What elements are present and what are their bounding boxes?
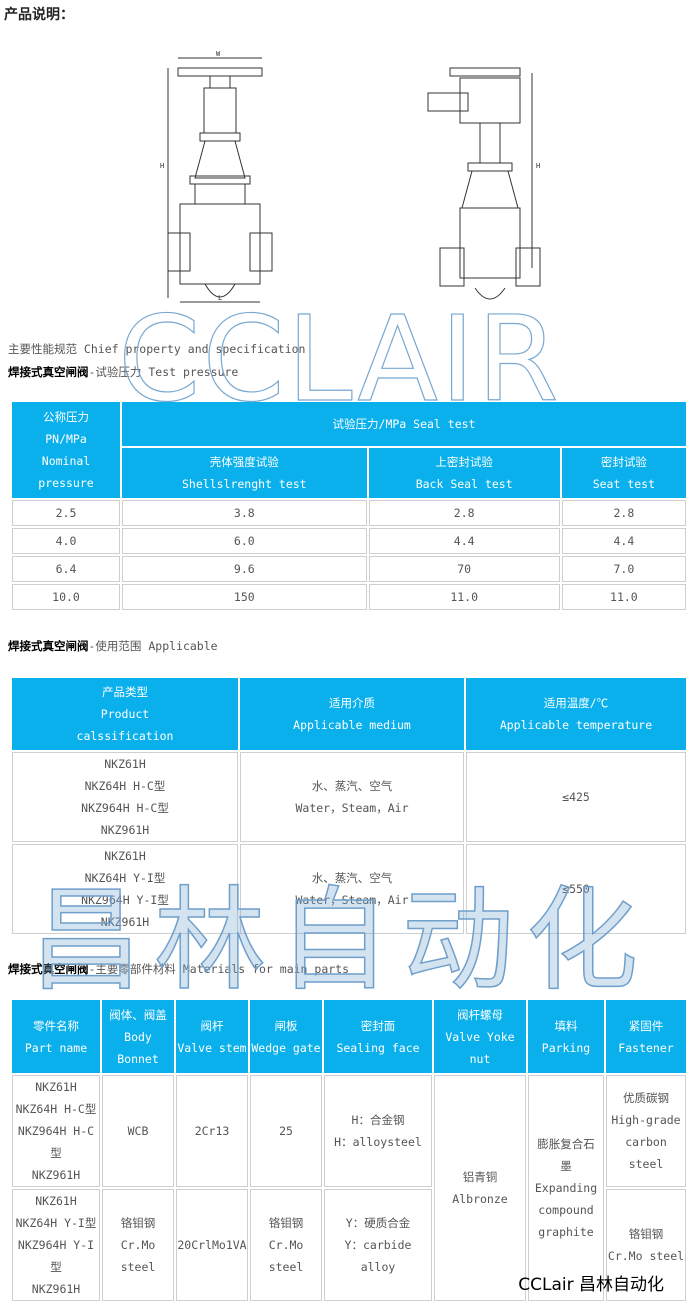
temperature-header: 适用温度/℃ Applicable temperature xyxy=(466,678,686,750)
test-pressure-table: 公称压力 PN/MPa Nominal pressure 试验压力/MPa Seal … xyxy=(10,400,688,612)
materials-table: 零件名称 Part name 阀体、阀盖 Body Bonnet 阀杆 Valve stem… xyxy=(10,998,688,1303)
yoke-nut-cell: 铝青铜 Albronze xyxy=(434,1075,526,1301)
page-title: 产品说明： xyxy=(4,7,74,23)
table-row: 4.0 6.0 4.4 4.4 xyxy=(12,528,686,554)
back-seal-header: 上密封试验 Back Seal test xyxy=(368,448,560,498)
medium-cell: 水、蒸汽、空气 Water，Steam，Air xyxy=(240,844,464,934)
svg-text:W: W xyxy=(216,50,221,58)
materials-header: 阀体、阀盖 Body Bonnet xyxy=(102,1000,174,1073)
table-row: NKZ61H NKZ64H H-C型 NKZ964H H-C 型 NKZ961H WCB… xyxy=(12,1075,686,1301)
table-row: 6.4 9.6 70 7.0 xyxy=(12,556,686,582)
materials-header: 零件名称 Part name xyxy=(12,1000,100,1073)
table-cell: 7.0 xyxy=(561,556,686,582)
stem-cell: 2Cr13 xyxy=(176,1075,248,1187)
section-materials: 焊接式真空闸阀-主要零部件材料 Materials for main parts xyxy=(8,962,350,976)
materials-header: 阀杆 Valve stem xyxy=(176,1000,248,1073)
table-cell: 4.4 xyxy=(561,528,686,554)
spec-heading: 主要性能规范 Chief property and specification xyxy=(8,342,306,356)
svg-text:L: L xyxy=(218,294,222,302)
section-test-pressure: 焊接式真空闸阀-试验压力 Test pressure xyxy=(8,365,239,379)
svg-text:H: H xyxy=(160,162,164,170)
table-cell: 70 xyxy=(368,556,560,582)
packing-cell: 膨胀复合石墨 Expanding compound graphite xyxy=(528,1075,604,1301)
table-cell: 11.0 xyxy=(368,584,560,610)
gate-cell: 铬钼钢 Cr.Mo steel xyxy=(250,1189,322,1301)
seal-cell: H：合金钢 H：alloysteel xyxy=(324,1075,432,1187)
table-cell: 6.4 xyxy=(12,556,120,582)
table-cell: 3.8 xyxy=(122,500,367,526)
seal-test-header: 试验压力/MPa Seal test xyxy=(122,402,686,446)
table-cell: 2.5 xyxy=(12,500,120,526)
table-cell: 9.6 xyxy=(122,556,367,582)
svg-text:H: H xyxy=(536,162,540,170)
valve-drawings: W H L H xyxy=(160,50,541,303)
table-row: NKZ61H NKZ64H H-C型 NKZ964H H-C型 NKZ961H 水、蒸… xyxy=(12,752,686,842)
gate-cell: 25 xyxy=(250,1075,322,1187)
temp-cell: ≤550 xyxy=(466,844,686,934)
materials-header: 紧固件 Fastener xyxy=(606,1000,686,1073)
table-cell: 2.8 xyxy=(561,500,686,526)
table-cell: 4.4 xyxy=(368,528,560,554)
medium-header: 适用介质 Applicable medium xyxy=(240,678,464,750)
table-cell: 10.0 xyxy=(12,584,120,610)
seal-cell: Y：硬质合金 Y：carbide alloy xyxy=(324,1189,432,1301)
body-cell: 铬钼钢 Cr.Mo steel xyxy=(102,1189,174,1301)
medium-cell: 水、蒸汽、空气 Water，Steam，Air xyxy=(240,752,464,842)
table-cell: 150 xyxy=(122,584,367,610)
fastener-cell: 铬钼钢 Cr.Mo steel xyxy=(606,1189,686,1301)
section-applicable: 焊接式真空闸阀-使用范围 Applicable xyxy=(8,639,218,653)
product-class-header: 产品类型 Product calssification xyxy=(12,678,238,750)
applicable-table: 产品类型 Product calssification 适用介质 Applicable… xyxy=(10,676,688,936)
table-cell: 6.0 xyxy=(122,528,367,554)
fastener-cell: 优质碳钢 High-grade carbon steel xyxy=(606,1075,686,1187)
body-cell: WCB xyxy=(102,1075,174,1187)
shell-strength-header: 壳体强度试验 Shellslrenght test xyxy=(122,448,367,498)
materials-header: 阀杆螺母 Valve Yoke nut xyxy=(434,1000,526,1073)
table-row: 10.0 150 11.0 11.0 xyxy=(12,584,686,610)
materials-header: 填料 Parking xyxy=(528,1000,604,1073)
table-row: NKZ61H NKZ64H Y-I型 NKZ964H Y-I 型 NKZ961H 铬钼钢… xyxy=(12,1189,686,1301)
table-row: NKZ61H NKZ64H Y-I型 NKZ964H Y-I型 NKZ961H 水、蒸… xyxy=(12,844,686,934)
table-cell: 11.0 xyxy=(561,584,686,610)
corner-watermark: CCLair 昌林自动化 xyxy=(518,1275,664,1295)
table-row: 2.5 3.8 2.8 2.8 xyxy=(12,500,686,526)
table-cell: 2.8 xyxy=(368,500,560,526)
stem-cell: 20CrlMo1VA xyxy=(176,1189,248,1301)
electric-actuator-valve-drawing: H xyxy=(427,67,541,300)
seat-test-header: 密封试验 Seat test xyxy=(561,448,686,498)
handwheel-valve-drawing: W H L xyxy=(160,50,273,303)
table-cell: 4.0 xyxy=(12,528,120,554)
materials-header: 闸板 Wedge gate xyxy=(250,1000,322,1073)
materials-header: 密封面 Sealing face xyxy=(324,1000,432,1073)
temp-cell: ≤425 xyxy=(466,752,686,842)
nominal-pressure-header: 公称压力 PN/MPa Nominal pressure xyxy=(12,402,120,498)
